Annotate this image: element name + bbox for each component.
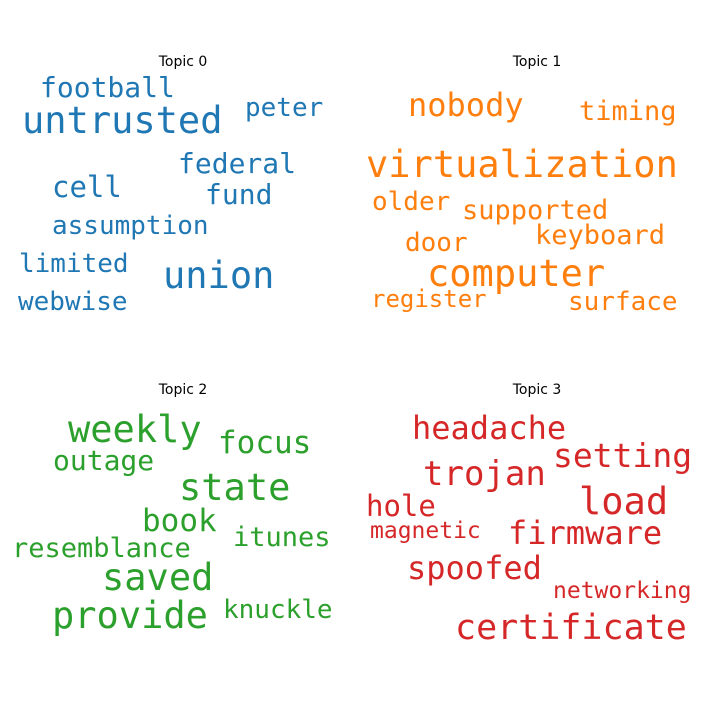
word-door: door [405, 228, 468, 258]
word-certificate: certificate [455, 608, 687, 648]
panel-title: Topic 2 [158, 382, 208, 398]
word-trojan: trojan [423, 454, 546, 494]
word-book: book [142, 503, 217, 539]
panel-title: Topic 0 [158, 54, 208, 70]
word-peter: peter [245, 93, 323, 123]
word-saved: saved [102, 556, 213, 599]
panel-title: Topic 1 [512, 54, 562, 70]
word-cell: cell [52, 170, 122, 204]
word-firmware: firmware [508, 514, 662, 552]
word-hole: hole [366, 489, 436, 523]
word-surface: surface [568, 287, 678, 317]
word-headache: headache [412, 409, 566, 447]
word-union: union [163, 254, 274, 297]
word-fund: fund [205, 178, 272, 211]
word-untrusted: untrusted [22, 99, 222, 142]
word-state: state [179, 466, 290, 509]
word-nobody: nobody [408, 86, 524, 124]
word-register: register [371, 285, 487, 313]
word-federal: federal [178, 147, 296, 180]
word-supported: supported [462, 195, 608, 226]
word-limited: limited [19, 249, 129, 279]
word-knuckle: knuckle [223, 595, 333, 625]
word-football: football [40, 71, 175, 104]
word-focus: focus [218, 425, 311, 461]
word-keyboard: keyboard [535, 220, 665, 251]
word-computer: computer [427, 252, 605, 295]
word-networking: networking [553, 578, 691, 604]
word-provide: provide [52, 594, 208, 637]
word-virtualization: virtualization [366, 143, 678, 186]
word-webwise: webwise [18, 287, 128, 317]
word-resemblance: resemblance [12, 533, 191, 564]
word-group: virtualization computer nobody timing suppor… [366, 86, 678, 317]
word-load: load [579, 480, 668, 523]
word-weekly: weekly [68, 408, 202, 451]
word-timing: timing [579, 96, 677, 127]
word-setting: setting [553, 436, 692, 475]
word-older: older [372, 187, 450, 217]
word-magnetic: magnetic [370, 518, 481, 544]
word-spoofed: spoofed [407, 549, 542, 587]
word-itunes: itunes [233, 522, 331, 553]
topic-panel-3: Topic 3 load certificate trojan settinghead… [366, 382, 692, 648]
panel-title: Topic 3 [512, 382, 562, 398]
topic-panel-1: Topic 1 virtualization computer nobody timi… [366, 54, 678, 317]
word-outage: outage [53, 444, 154, 477]
word-assumption: assumption [52, 211, 209, 241]
